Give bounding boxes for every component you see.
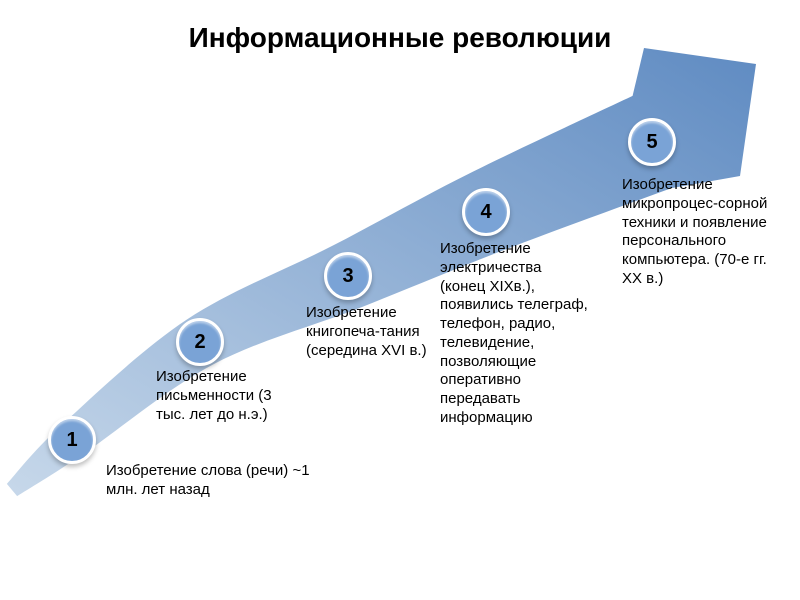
step-desc-5: Изобретение микропроцес-сорной техники и… [622,176,777,289]
arrow-shape [0,0,800,600]
step-circle-4: 4 [462,188,510,236]
diagram-canvas: Информационные революции 12345Изобретени… [0,0,800,600]
step-desc-4: Изобретение электричества (конец XIXв.),… [440,240,590,428]
step-circle-2: 2 [176,318,224,366]
step-circle-5: 5 [628,118,676,166]
step-desc-3: Изобретение книгопеча-тания (середина XV… [306,304,436,360]
step-desc-2: Изобретение письменности (3 тыс. лет до … [156,368,296,424]
step-circle-3: 3 [324,252,372,300]
step-circle-1: 1 [48,416,96,464]
step-desc-1: Изобретение слова (речи) ~1 млн. лет наз… [106,462,316,500]
